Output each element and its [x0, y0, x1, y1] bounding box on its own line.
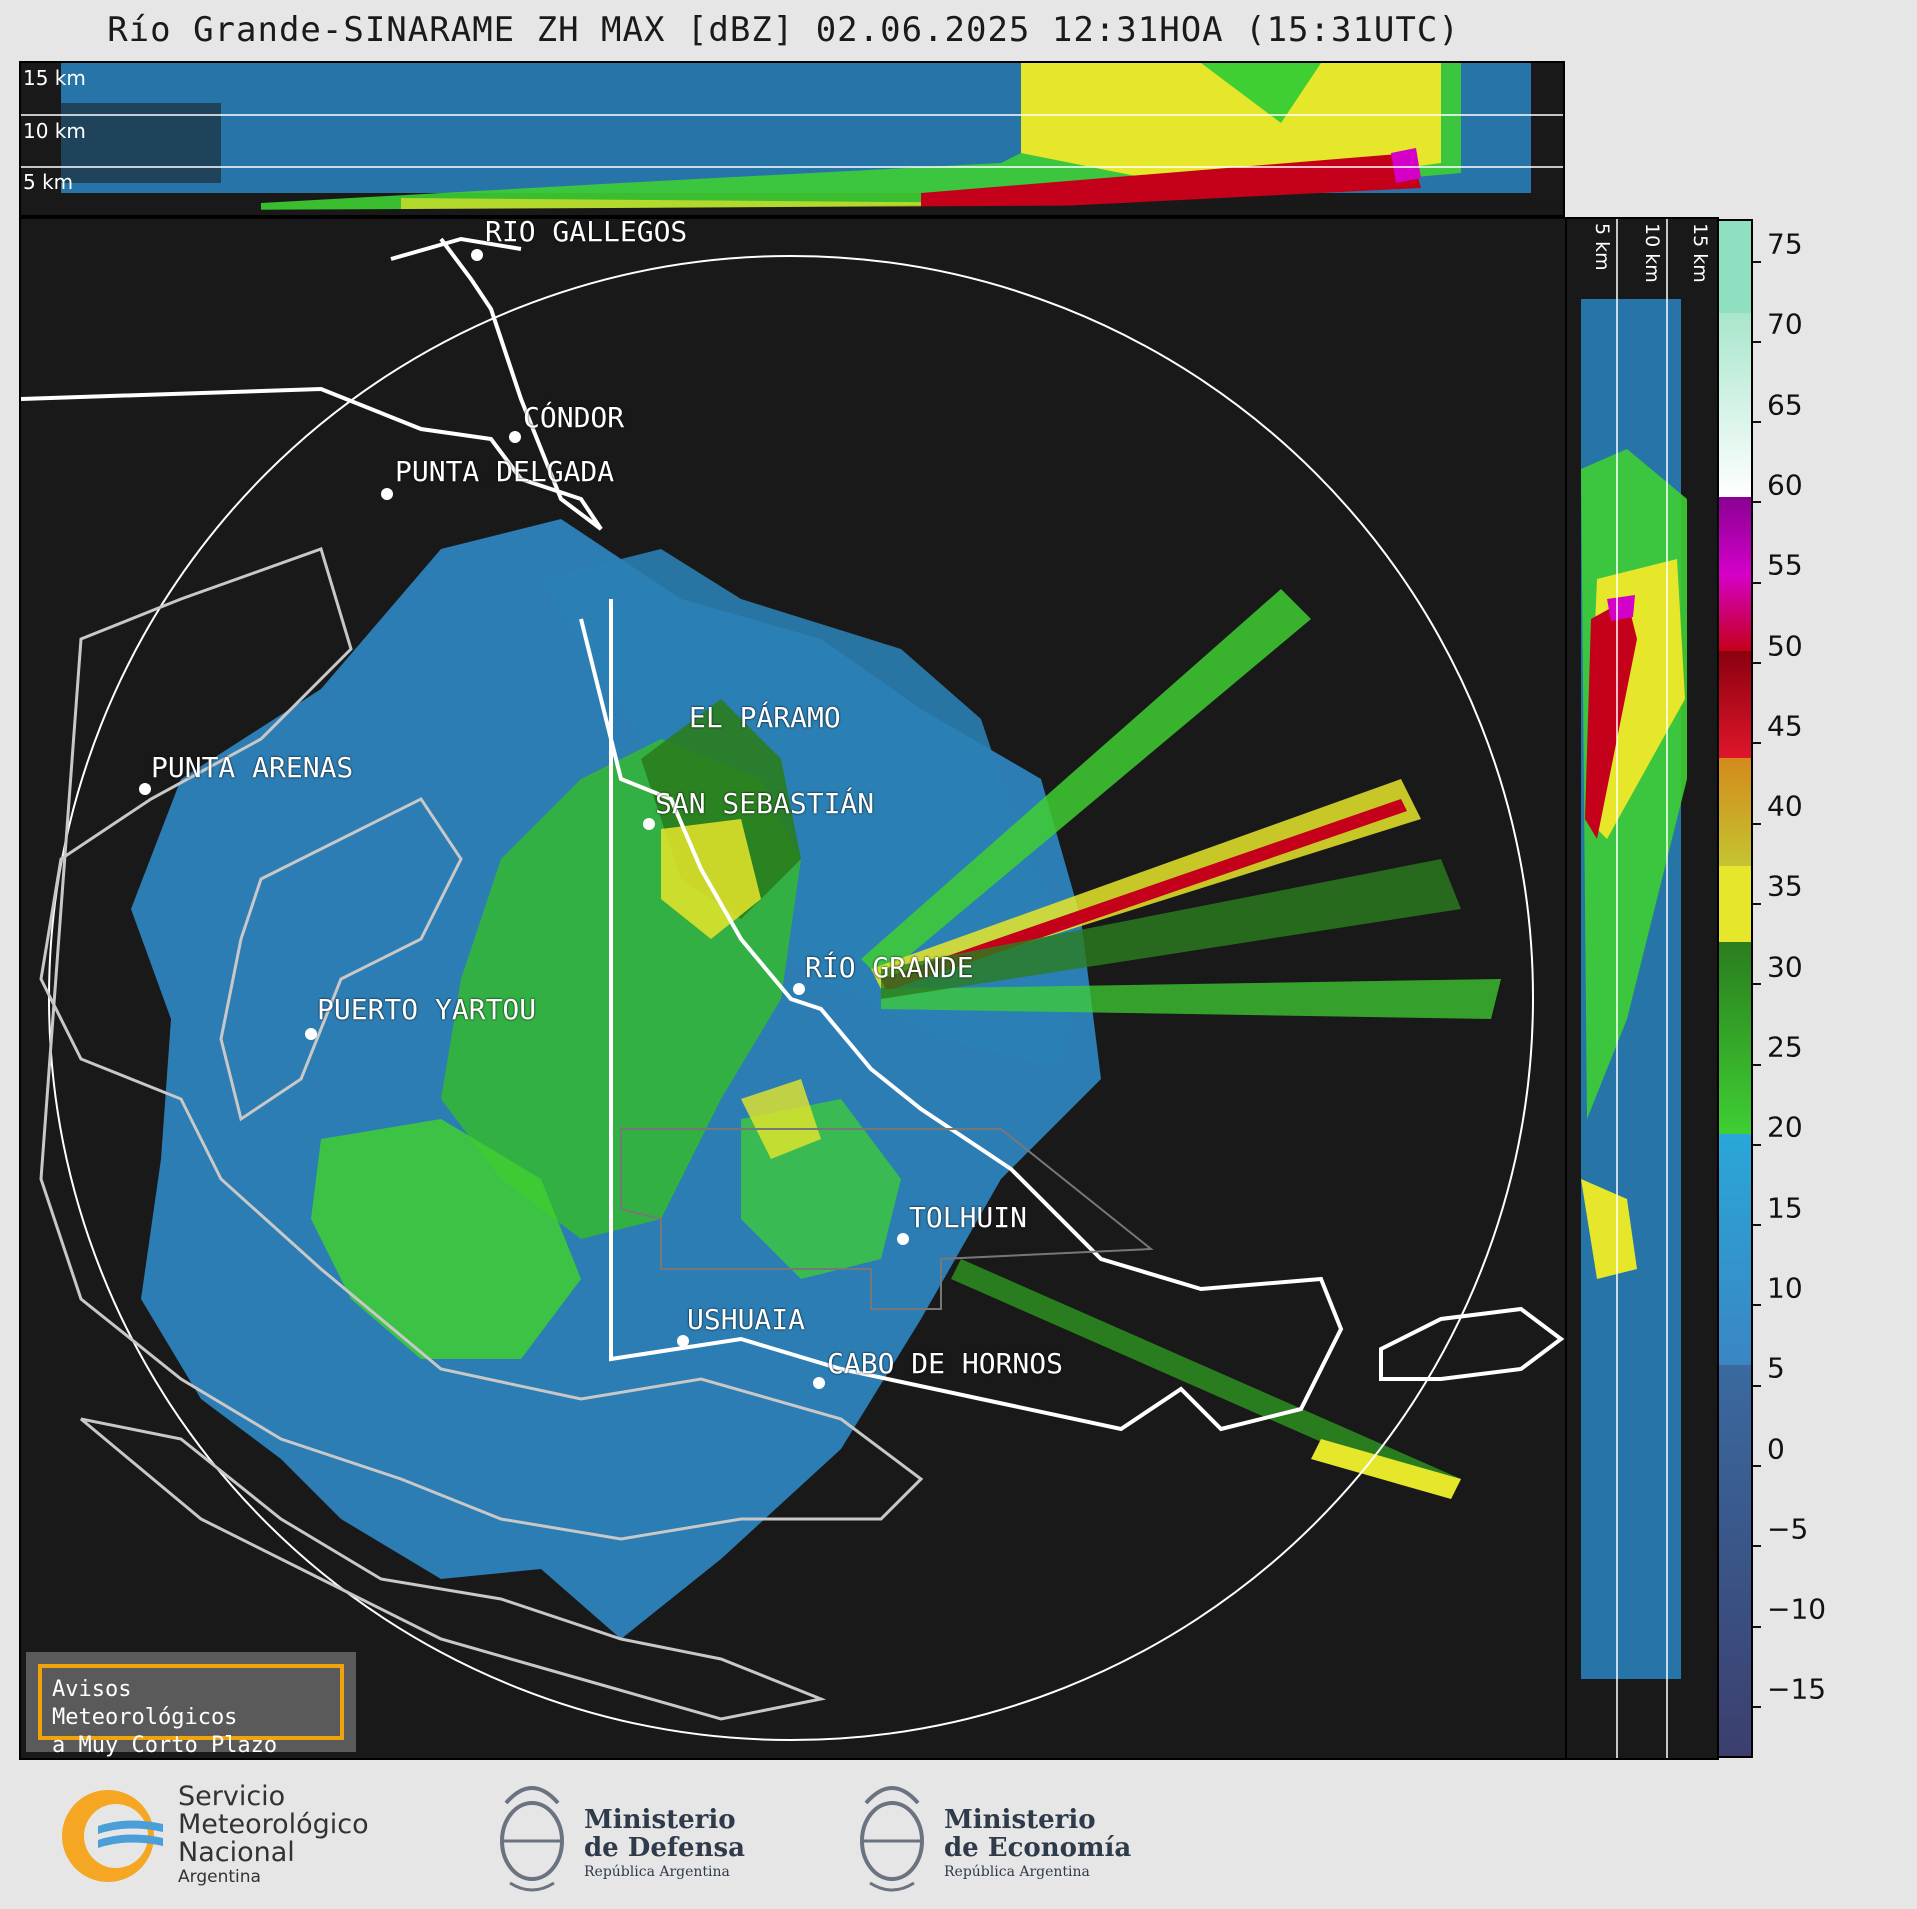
colorbar-tick: 55 [1753, 549, 1803, 598]
colorbar-tick: 10 [1753, 1271, 1803, 1321]
colorbar-tick: 65 [1753, 388, 1803, 438]
colorbar-tick: 50 [1753, 629, 1803, 679]
warning-line-1: Avisos Meteorológicos [52, 1677, 238, 1730]
colorbar-tick: 20 [1753, 1111, 1803, 1160]
cb-seg-aqua [1719, 221, 1751, 314]
defensa-line-3: República Argentina [584, 1864, 730, 1880]
colorbar-tick: −10 [1753, 1593, 1826, 1642]
defensa-line-1: Ministerio [584, 1805, 736, 1835]
smn-line-2: Meteorológico [178, 1809, 369, 1840]
colorbar-tick: 40 [1753, 790, 1803, 839]
economia-line-1: Ministerio [944, 1805, 1096, 1835]
warning-box[interactable]: Avisos Meteorológicos a Muy Corto Plazo [26, 1652, 356, 1758]
cb-seg-dark [1719, 1364, 1751, 1756]
smn-line-3: Nacional [178, 1837, 295, 1868]
smn-logo-icon [62, 1790, 163, 1882]
cb-seg-white [1719, 313, 1751, 498]
city-label-rio-grande: RÍO GRANDE [805, 951, 974, 984]
city-label-cabo-de-hornos: CABO DE HORNOS [827, 1347, 1064, 1380]
economia-line-3: República Argentina [944, 1864, 1090, 1880]
smn-line-1: Servicio [178, 1781, 286, 1812]
city-dot-tolhuin [897, 1233, 909, 1245]
colorbar-tick: 35 [1753, 870, 1803, 919]
city-label-tolhuin: TOLHUIN [909, 1201, 1028, 1234]
smn-logo-text: Servicio Meteorológico Nacional Argentin… [178, 1781, 369, 1888]
colorbar-tick: 75 [1753, 228, 1803, 277]
city-dot-ushuaia [677, 1335, 689, 1347]
city-dot-rio-grande [793, 983, 805, 995]
city-dot-cabo-de-hornos [813, 1377, 825, 1389]
colorbar-tick: 0 [1753, 1432, 1785, 1482]
top-alt-label-10: 10 km [23, 119, 86, 143]
warning-frame: Avisos Meteorológicos a Muy Corto Plazo [38, 1664, 344, 1758]
defensa-coat-of-arms-icon [500, 1786, 564, 1892]
city-label-punta-arenas: PUNTA ARENAS [151, 751, 354, 784]
colorbar-tick: 45 [1753, 709, 1803, 759]
colorbar-tick: 25 [1753, 1031, 1803, 1080]
city-dot-punta-delgada [381, 488, 393, 500]
city-dot-san-sebastian [643, 818, 655, 830]
side-cross-section-echo [1581, 219, 1687, 1758]
top-alt-label-15: 15 km [23, 66, 86, 90]
city-label-el-paramo: EL PÁRAMO [689, 701, 841, 734]
colorbar-tick: 5 [1753, 1352, 1785, 1401]
radar-map[interactable]: RÍO GALLEGOS CÓNDOR PUNTA DELGADA EL PÁR… [19, 217, 1567, 1760]
economia-line-2: de Economía [944, 1833, 1132, 1863]
cb-seg-red [1719, 650, 1751, 759]
city-label-punta-delgada: PUNTA DELGADA [395, 455, 615, 488]
city-label-puerto-yartou: PUERTO YARTOU [317, 993, 537, 1026]
city-label-ushuaia: USHUAIA [687, 1303, 806, 1336]
colorbar-tick: −5 [1753, 1512, 1808, 1562]
map-title: Río Grande-SINARAME ZH MAX [dBZ] 02.06.2… [107, 10, 1460, 50]
city-label-san-sebastian: SAN SEBASTIÁN [655, 787, 875, 820]
colorbar-tick: −15 [1753, 1673, 1826, 1722]
cb-seg-orange [1719, 758, 1751, 866]
city-label-condor: CÓNDOR [523, 401, 625, 434]
cb-seg-blue [1719, 1134, 1751, 1365]
defensa-logo-text: Ministerio de Defensa República Argentin… [584, 1806, 745, 1882]
side-alt-label-5: 5 km [1591, 223, 1613, 271]
smn-line-4: Argentina [178, 1867, 261, 1887]
economia-logo-text: Ministerio de Economía República Argenti… [944, 1806, 1131, 1882]
city-dot-rio-gallegos [471, 249, 483, 261]
city-dot-puerto-yartou [305, 1028, 317, 1040]
top-cross-section: 15 km 10 km 5 km [19, 61, 1565, 217]
colorbar-tick: 15 [1753, 1191, 1803, 1241]
side-cross-section: 5 km 10 km 15 km [1565, 217, 1719, 1760]
top-cross-section-echo [21, 63, 1563, 215]
colorbar-tick: 70 [1753, 308, 1803, 357]
side-alt-label-10: 10 km [1641, 223, 1663, 283]
colorbar-tick: 30 [1753, 950, 1803, 1000]
city-dot-punta-arenas [139, 783, 151, 795]
city-dot-condor [509, 431, 521, 443]
dbz-colorbar [1717, 219, 1753, 1758]
cb-seg-magenta [1719, 497, 1751, 651]
radar-echo-layer [21, 236, 1565, 1741]
city-label-rio-gallegos: RÍO GALLEGOS [485, 217, 688, 248]
colorbar-tick: 60 [1753, 468, 1803, 518]
economia-coat-of-arms-icon [860, 1786, 924, 1892]
top-alt-label-5: 5 km [23, 170, 74, 194]
defensa-line-2: de Defensa [584, 1833, 745, 1863]
cb-seg-yellow [1719, 865, 1751, 943]
cb-seg-green [1719, 942, 1751, 1135]
side-alt-label-15: 15 km [1689, 223, 1711, 283]
warning-line-2: a Muy Corto Plazo [52, 1733, 278, 1758]
